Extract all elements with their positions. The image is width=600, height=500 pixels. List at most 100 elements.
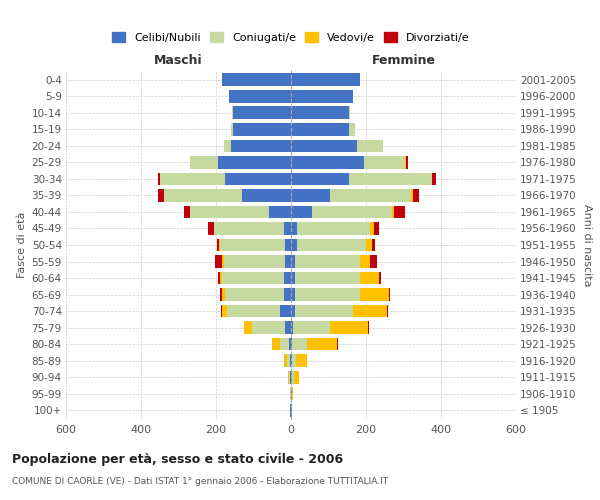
Bar: [296, 354, 307, 367]
Bar: [349, 172, 431, 186]
Bar: [290, 354, 291, 367]
Bar: [221, 272, 284, 284]
Bar: [286, 255, 291, 268]
Bar: [293, 321, 331, 334]
Bar: [413, 189, 419, 202]
Bar: [220, 272, 221, 284]
Bar: [337, 338, 338, 350]
Text: COMUNE DI CAORLE (VE) - Dati ISTAT 1° gennaio 2006 - Elaborazione TUTTITALIA.IT: COMUNE DI CAORLE (VE) - Dati ISTAT 1° ge…: [12, 478, 388, 486]
Bar: [291, 321, 293, 334]
Bar: [232, 106, 233, 120]
Bar: [291, 238, 296, 252]
Text: Popolazione per età, sesso e stato civile - 2006: Popolazione per età, sesso e stato civil…: [12, 452, 343, 466]
Bar: [218, 156, 291, 169]
Bar: [286, 238, 291, 252]
Bar: [251, 321, 286, 334]
Bar: [411, 189, 413, 202]
Bar: [284, 354, 287, 367]
Bar: [291, 354, 292, 367]
Bar: [289, 370, 290, 384]
Y-axis label: Anni di nascita: Anni di nascita: [583, 204, 592, 286]
Bar: [184, 206, 190, 218]
Bar: [190, 156, 218, 169]
Bar: [291, 206, 311, 218]
Bar: [287, 354, 290, 367]
Bar: [364, 156, 406, 169]
Bar: [292, 354, 296, 367]
Bar: [361, 272, 379, 284]
Bar: [290, 370, 291, 384]
Bar: [190, 206, 269, 218]
Bar: [272, 338, 280, 350]
Bar: [295, 255, 361, 268]
Bar: [219, 238, 220, 252]
Bar: [291, 304, 295, 318]
Bar: [291, 222, 296, 235]
Bar: [353, 304, 386, 318]
Bar: [158, 189, 163, 202]
Bar: [295, 288, 361, 301]
Bar: [431, 172, 433, 186]
Bar: [296, 238, 366, 252]
Bar: [231, 140, 291, 152]
Bar: [233, 106, 291, 120]
Bar: [284, 272, 291, 284]
Bar: [361, 255, 370, 268]
Bar: [226, 172, 291, 186]
Bar: [295, 304, 353, 318]
Legend: Celibi/Nubili, Coniugati/e, Vedovi/e, Divorziati/e: Celibi/Nubili, Coniugati/e, Vedovi/e, Di…: [110, 30, 472, 46]
Bar: [244, 321, 251, 334]
Bar: [331, 321, 368, 334]
Bar: [291, 172, 349, 186]
Bar: [433, 172, 436, 186]
Bar: [349, 106, 350, 120]
Bar: [291, 189, 331, 202]
Bar: [293, 370, 299, 384]
Bar: [284, 288, 291, 301]
Bar: [311, 206, 392, 218]
Bar: [290, 404, 291, 416]
Bar: [349, 123, 355, 136]
Text: Femmine: Femmine: [371, 54, 436, 66]
Bar: [160, 172, 226, 186]
Bar: [221, 304, 227, 318]
Bar: [331, 189, 411, 202]
Bar: [291, 404, 292, 416]
Bar: [406, 156, 407, 169]
Bar: [291, 74, 361, 86]
Bar: [291, 370, 292, 384]
Bar: [394, 206, 406, 218]
Bar: [379, 272, 381, 284]
Bar: [289, 338, 291, 350]
Bar: [223, 255, 286, 268]
Bar: [373, 222, 379, 235]
Bar: [291, 255, 295, 268]
Bar: [215, 255, 223, 268]
Bar: [220, 238, 286, 252]
Y-axis label: Fasce di età: Fasce di età: [17, 212, 28, 278]
Bar: [284, 222, 291, 235]
Bar: [307, 338, 337, 350]
Bar: [291, 288, 295, 301]
Bar: [291, 123, 349, 136]
Bar: [292, 387, 293, 400]
Bar: [220, 288, 221, 301]
Bar: [296, 222, 370, 235]
Bar: [295, 272, 361, 284]
Text: Maschi: Maschi: [154, 54, 203, 66]
Bar: [223, 140, 231, 152]
Bar: [366, 238, 371, 252]
Bar: [356, 140, 383, 152]
Bar: [386, 304, 388, 318]
Bar: [291, 90, 353, 103]
Bar: [286, 321, 291, 334]
Bar: [231, 123, 233, 136]
Bar: [221, 74, 291, 86]
Bar: [292, 338, 307, 350]
Bar: [221, 288, 226, 301]
Bar: [242, 189, 291, 202]
Bar: [371, 238, 376, 252]
Bar: [229, 90, 291, 103]
Bar: [370, 255, 377, 268]
Bar: [163, 189, 242, 202]
